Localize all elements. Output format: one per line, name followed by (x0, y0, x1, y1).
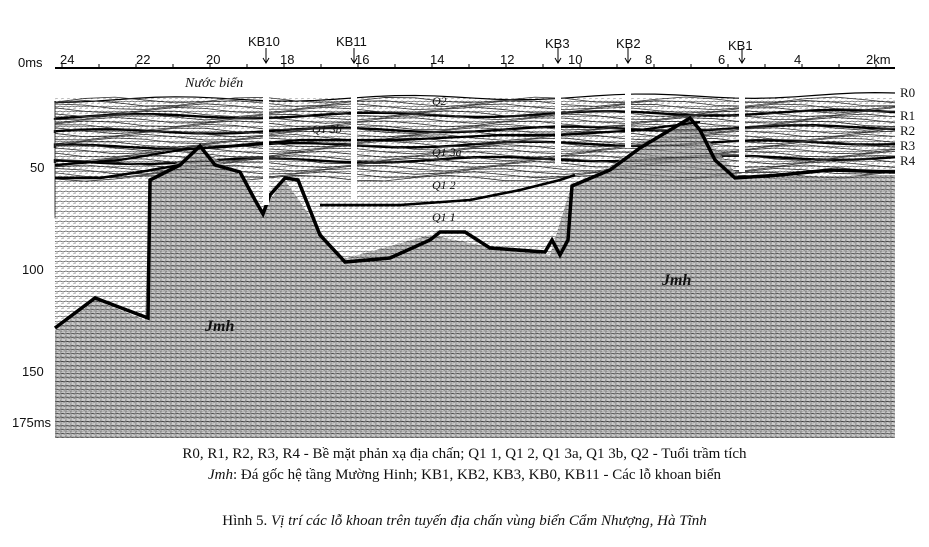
borehole-column (739, 70, 745, 172)
borehole-label-kb10: KB10 (248, 34, 280, 49)
seismic-trace (54, 106, 896, 151)
unit-label-jmh-right: Jmh (662, 272, 692, 289)
seismic-section-image (53, 48, 896, 438)
borehole-arrow-icon (554, 48, 562, 64)
km-label: 6 (718, 52, 726, 67)
km-label: 12 (500, 52, 515, 67)
unit-label-water: Nước biển (185, 76, 244, 91)
caption-text: Vị trí các lỗ khoan trên tuyến địa chấn … (271, 513, 707, 529)
legend-line-2-text: : Đá gốc hệ tầng Mường Hinh; KB1, KB2, K… (233, 467, 721, 483)
borehole-label-kb3: KB3 (545, 36, 570, 51)
caption-prefix: Hình 5. (222, 513, 272, 529)
seismic-trace (54, 113, 896, 157)
unit-label-q2: Q2 (432, 94, 447, 108)
horizon-label-r1: R1 (900, 108, 916, 123)
horizon-label-r0: R0 (900, 85, 916, 100)
reflector-line (54, 92, 896, 104)
legend-jmh: Jmh (208, 467, 234, 483)
seismic-trace (54, 110, 896, 154)
legend-line-1: R0, R1, R2, R3, R4 - Bề mặt phản xạ địa … (182, 446, 747, 462)
seismic-trace (54, 99, 896, 144)
seismic-trace (54, 123, 896, 168)
borehole-label-kb1: KB1 (728, 38, 753, 53)
time-label-0: 0ms (18, 55, 43, 70)
borehole-arrow-icon (624, 48, 632, 64)
unit-label-q1-3a: Q1 3a (432, 145, 462, 159)
km-label: 20 (206, 52, 221, 67)
seismic-trace (54, 120, 896, 164)
seismic-trace (54, 147, 896, 191)
borehole-label-kb11: KB11 (336, 34, 367, 49)
borehole-arrow-icon (262, 48, 270, 64)
borehole-label-kb2: KB2 (616, 36, 641, 51)
time-label-175: 175ms (12, 415, 52, 430)
unit-label-q1-2: Q1 2 (432, 178, 456, 192)
seismic-trace (54, 130, 896, 174)
borehole-arrow-icon (738, 48, 746, 64)
km-label: 10 (568, 52, 583, 67)
time-label-150: 150 (22, 364, 44, 379)
borehole-column (625, 70, 631, 148)
unit-label-jmh-left: Jmh (205, 318, 235, 335)
km-label: 8 (645, 52, 653, 67)
seismic-trace (54, 103, 896, 147)
km-label: 4 (794, 52, 802, 67)
seismic-trace (54, 140, 896, 185)
unit-label-q1-1: Q1 1 (432, 210, 456, 224)
horizon-label-r2: R2 (900, 123, 916, 138)
seismic-trace (54, 157, 896, 202)
km-label: 16 (355, 52, 370, 67)
seismic-trace (54, 96, 896, 140)
seismic-trace (54, 154, 896, 198)
horizon-label-r4: R4 (900, 153, 916, 168)
time-label-50: 50 (30, 160, 45, 175)
bedrock-boundary (53, 115, 896, 330)
unit-label-q1-3b: Q1 3b (312, 122, 342, 136)
km-label: 14 (430, 52, 445, 67)
seismic-profile-figure: 0ms 50 100 150 175ms 24 22 20 18 16 14 1… (12, 34, 916, 438)
seismic-trace (54, 137, 896, 181)
borehole-column (555, 70, 561, 165)
reflector-line (53, 108, 896, 120)
seismic-trace (54, 116, 896, 161)
borehole-column (351, 70, 357, 200)
borehole-arrow-icon (350, 48, 358, 64)
seismic-trace (54, 127, 896, 171)
km-label: 24 (60, 52, 75, 67)
borehole-column (263, 70, 269, 205)
horizon-label-r3: R3 (900, 138, 916, 153)
km-label: 22 (136, 52, 151, 67)
figure-caption: Hình 5. Vị trí các lỗ khoan trên tuyến đ… (0, 513, 929, 530)
time-label-100: 100 (22, 262, 44, 277)
km-label: 2km (866, 52, 891, 67)
seismic-trace (54, 144, 896, 188)
legend-line-2: Jmh: Đá gốc hệ tầng Mường Hinh; KB1, KB2… (0, 467, 929, 484)
km-label: 18 (280, 52, 295, 67)
